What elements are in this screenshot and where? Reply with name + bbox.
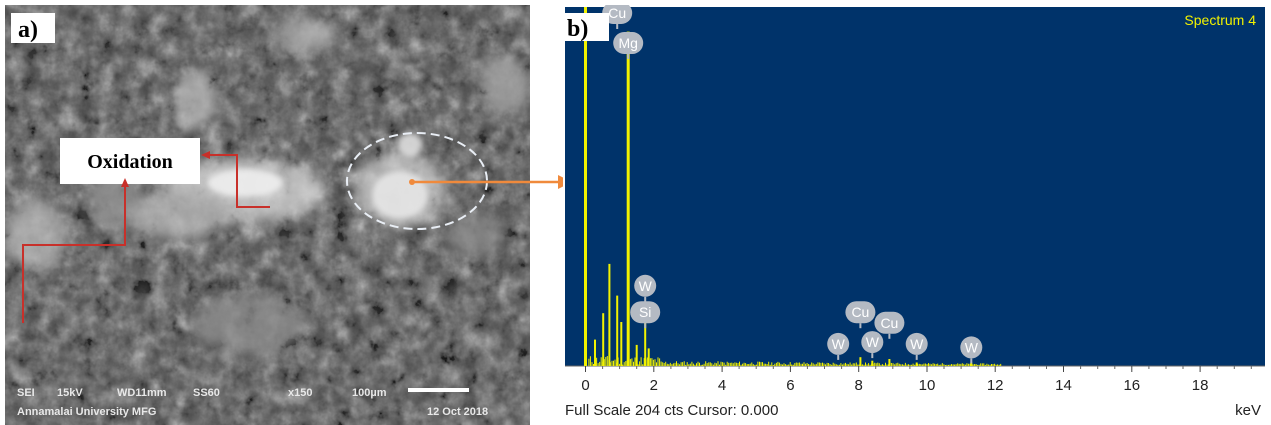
red-arrow-right-path	[205, 154, 270, 208]
element-label-text: Cu	[608, 5, 626, 21]
panel-b-label-box	[563, 13, 609, 41]
element-label-text: Cu	[880, 315, 898, 331]
spectrum-peak	[644, 316, 647, 366]
spectrum-peak	[888, 359, 891, 366]
element-label-bubble	[827, 332, 850, 355]
x-tick-label: 18	[1192, 377, 1209, 394]
element-label-text: W	[866, 334, 880, 350]
spectrum-peak	[871, 360, 874, 366]
element-label-bubble	[861, 331, 884, 354]
sem-institution: Annamalai University MFG	[17, 406, 156, 418]
x-tick-label: 6	[786, 377, 794, 394]
element-label-w: W	[827, 332, 850, 360]
connector-arrow	[409, 175, 572, 189]
element-label-text: W	[832, 336, 846, 352]
element-label-w: W	[634, 274, 657, 302]
element-label-mg: Mg	[613, 32, 644, 59]
sem-scale-label: 100µm	[352, 387, 387, 399]
spectrum-peak	[915, 362, 918, 366]
red-arrow-left-path	[22, 183, 126, 323]
x-tick-label: 4	[718, 377, 726, 394]
panel-b-label: b)	[567, 16, 588, 42]
spectrum-peak	[620, 322, 623, 366]
sem-micrograph: a) Oxidation SEI 15kV WD11mm SS60 x150 1…	[5, 5, 530, 425]
x-axis-unit-label: keV	[1235, 402, 1261, 419]
x-tick-label: 0	[581, 377, 589, 394]
element-label-cu: Cu	[602, 5, 633, 29]
x-tick-label: 16	[1123, 377, 1140, 394]
element-label-bubble	[602, 5, 633, 24]
sem-working-distance: WD11mm	[117, 387, 167, 399]
connector-dot	[409, 179, 415, 185]
oxidation-label-box	[60, 138, 200, 184]
spectrum-peak	[602, 313, 605, 366]
element-label-w: W	[861, 331, 884, 359]
noise-floor	[588, 356, 1002, 366]
element-label-bubble	[960, 336, 983, 359]
spectrum-peak	[859, 357, 862, 366]
spectrum-peak	[608, 263, 611, 366]
element-label-bubble	[905, 332, 928, 355]
element-label-text: W	[910, 336, 924, 352]
sem-magnification: x150	[288, 387, 312, 399]
spectrum-footer: Full Scale 204 cts Cursor: 0.000	[565, 402, 778, 419]
x-tick-label: 10	[919, 377, 936, 394]
panel-a-label-box	[11, 13, 55, 43]
spectrum-peak	[635, 344, 638, 366]
element-label-bubble	[874, 311, 905, 334]
panel-a-label: a)	[18, 17, 38, 43]
x-tick-label: 14	[1055, 377, 1072, 394]
spectrum-peak	[626, 31, 630, 366]
element-label-bubble	[634, 274, 657, 297]
plot-area	[565, 7, 1265, 366]
sem-mode: SEI	[17, 387, 35, 399]
oxidation-label: Oxidation	[87, 151, 173, 173]
element-label-w: W	[960, 336, 983, 364]
element-label-si: Si	[630, 301, 661, 329]
element-label-text: W	[639, 278, 653, 294]
element-label-bubble	[613, 32, 644, 54]
oxidation-arrows	[22, 151, 270, 323]
element-label-w: W	[905, 332, 928, 360]
x-tick-label: 2	[650, 377, 658, 394]
sem-spot-size: SS60	[193, 387, 220, 399]
spectrum-peak	[594, 339, 596, 366]
element-label-text: Si	[639, 304, 651, 320]
spectrum-title: Spectrum 4	[1184, 12, 1256, 28]
spectrum-peak	[584, 7, 587, 366]
spectrum-peak	[647, 348, 650, 366]
element-label-bubble	[845, 301, 876, 324]
sem-date: 12 Oct 2018	[427, 406, 488, 418]
scale-bar	[408, 388, 469, 392]
arrow-head-up-icon	[121, 178, 129, 187]
element-label-cu: Cu	[845, 301, 876, 329]
noise-path	[588, 356, 1002, 366]
element-label-text: W	[965, 339, 979, 355]
spectrum-peak	[970, 362, 973, 366]
element-label-bubble	[630, 301, 661, 324]
spectrum-peaks	[584, 7, 973, 366]
element-label-text: Cu	[851, 304, 869, 320]
spectrum-peak	[616, 295, 619, 366]
x-axis-ticks: 0 2 4 6 8 10 12 14 16 18	[581, 366, 1252, 394]
arrow-head-left-icon	[201, 151, 210, 159]
x-tick-label: 8	[855, 377, 863, 394]
x-tick-label: 12	[987, 377, 1004, 394]
element-label-cu: Cu	[874, 311, 905, 339]
element-label-text: Mg	[618, 35, 637, 51]
sem-voltage: 15kV	[57, 387, 83, 399]
